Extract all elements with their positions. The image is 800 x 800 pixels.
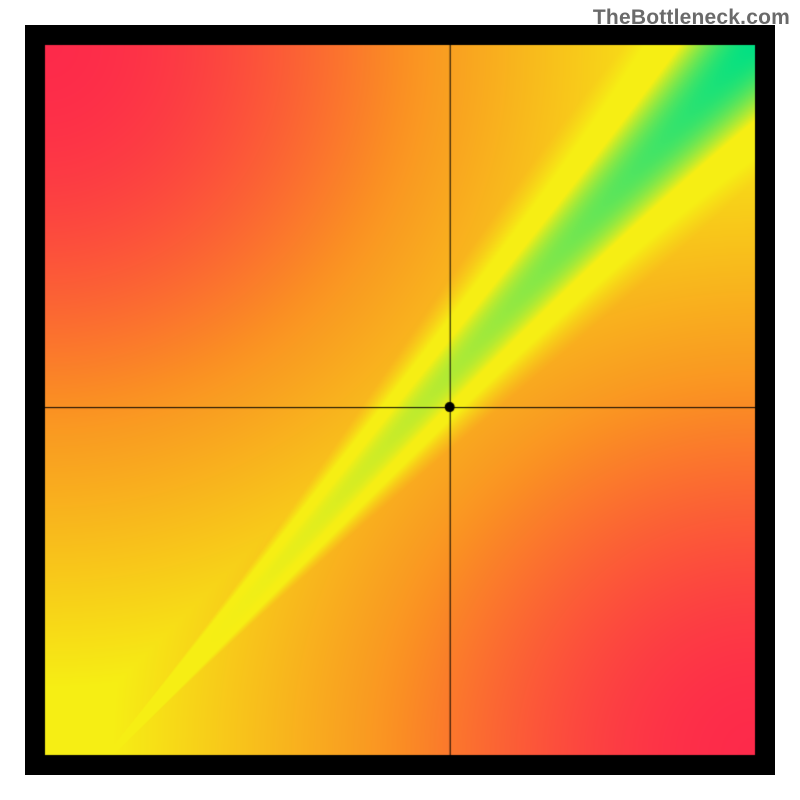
- plot-frame: [25, 25, 775, 775]
- heatmap-canvas: [25, 25, 775, 775]
- watermark-text: TheBottleneck.com: [593, 6, 790, 30]
- root: TheBottleneck.com: [0, 0, 800, 800]
